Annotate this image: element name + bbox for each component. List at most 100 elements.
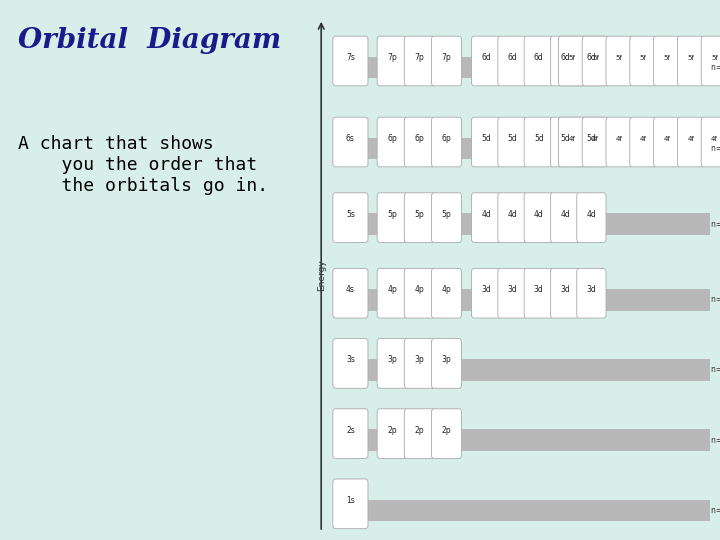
FancyBboxPatch shape <box>377 36 408 86</box>
FancyBboxPatch shape <box>431 193 462 242</box>
Text: 4d: 4d <box>534 210 544 219</box>
Text: 5f: 5f <box>711 55 718 60</box>
FancyBboxPatch shape <box>498 193 527 242</box>
FancyBboxPatch shape <box>333 193 368 242</box>
FancyBboxPatch shape <box>577 36 606 86</box>
FancyBboxPatch shape <box>551 193 580 242</box>
FancyBboxPatch shape <box>630 117 657 167</box>
Text: 4f: 4f <box>592 136 599 141</box>
FancyBboxPatch shape <box>654 36 680 86</box>
Bar <box>367 289 709 310</box>
Text: 5f: 5f <box>616 55 623 60</box>
FancyBboxPatch shape <box>524 36 554 86</box>
Text: 4f: 4f <box>688 136 694 141</box>
FancyBboxPatch shape <box>498 117 527 167</box>
FancyBboxPatch shape <box>551 36 580 86</box>
Bar <box>367 213 709 235</box>
Text: n= 7: n= 7 <box>711 63 720 72</box>
Text: 7p: 7p <box>387 53 397 62</box>
FancyBboxPatch shape <box>377 193 408 242</box>
FancyBboxPatch shape <box>678 36 704 86</box>
Text: 1s: 1s <box>346 496 355 505</box>
Text: 2p: 2p <box>441 426 451 435</box>
Text: 4f: 4f <box>640 136 647 141</box>
FancyBboxPatch shape <box>405 36 434 86</box>
FancyBboxPatch shape <box>333 268 368 318</box>
FancyBboxPatch shape <box>701 117 720 167</box>
FancyBboxPatch shape <box>524 268 554 318</box>
FancyBboxPatch shape <box>333 339 368 388</box>
Text: 5f: 5f <box>592 55 599 60</box>
Text: 5d: 5d <box>534 134 544 143</box>
Text: 5f: 5f <box>664 55 670 60</box>
Text: 6d: 6d <box>508 53 518 62</box>
Text: 4f: 4f <box>664 136 670 141</box>
Text: 4p: 4p <box>415 285 424 294</box>
Text: n= 1: n= 1 <box>711 506 720 515</box>
Text: 2p: 2p <box>415 426 424 435</box>
Text: 4f: 4f <box>568 136 575 141</box>
Text: 4p: 4p <box>441 285 451 294</box>
Text: 3p: 3p <box>441 355 451 364</box>
Text: 6s: 6s <box>346 134 355 143</box>
FancyBboxPatch shape <box>377 339 408 388</box>
FancyBboxPatch shape <box>524 193 554 242</box>
Bar <box>367 429 709 451</box>
Text: 4f: 4f <box>616 136 623 141</box>
Text: 7p: 7p <box>415 53 424 62</box>
Text: A chart that shows
    you the order that
    the orbitals go in.: A chart that shows you the order that th… <box>18 135 269 194</box>
FancyBboxPatch shape <box>431 117 462 167</box>
FancyBboxPatch shape <box>577 193 606 242</box>
FancyBboxPatch shape <box>333 479 368 529</box>
FancyBboxPatch shape <box>431 339 462 388</box>
FancyBboxPatch shape <box>498 36 527 86</box>
FancyBboxPatch shape <box>498 268 527 318</box>
Text: 4d: 4d <box>481 210 491 219</box>
Text: 5f: 5f <box>640 55 647 60</box>
Bar <box>367 57 709 78</box>
Text: 6d: 6d <box>587 53 596 62</box>
FancyBboxPatch shape <box>405 268 434 318</box>
Text: 4d: 4d <box>560 210 570 219</box>
Text: 3p: 3p <box>415 355 424 364</box>
Text: 5d: 5d <box>587 134 596 143</box>
FancyBboxPatch shape <box>606 117 633 167</box>
Text: 5f: 5f <box>568 55 575 60</box>
Text: 3d: 3d <box>587 285 596 294</box>
FancyBboxPatch shape <box>630 36 657 86</box>
Text: 6d: 6d <box>534 53 544 62</box>
Text: 3d: 3d <box>508 285 518 294</box>
Text: 7p: 7p <box>441 53 451 62</box>
FancyBboxPatch shape <box>472 117 501 167</box>
FancyBboxPatch shape <box>654 117 680 167</box>
Text: 4f: 4f <box>711 136 718 141</box>
FancyBboxPatch shape <box>472 193 501 242</box>
FancyBboxPatch shape <box>333 36 368 86</box>
FancyBboxPatch shape <box>377 117 408 167</box>
FancyBboxPatch shape <box>582 117 609 167</box>
FancyBboxPatch shape <box>405 409 434 458</box>
Text: 4d: 4d <box>508 210 518 219</box>
FancyBboxPatch shape <box>431 36 462 86</box>
FancyBboxPatch shape <box>377 409 408 458</box>
FancyBboxPatch shape <box>405 193 434 242</box>
FancyBboxPatch shape <box>551 268 580 318</box>
FancyBboxPatch shape <box>577 117 606 167</box>
FancyBboxPatch shape <box>333 409 368 458</box>
Text: 6d: 6d <box>560 53 570 62</box>
Text: 3d: 3d <box>534 285 544 294</box>
Text: 6p: 6p <box>441 134 451 143</box>
FancyBboxPatch shape <box>678 117 704 167</box>
Text: 5p: 5p <box>415 210 424 219</box>
Text: 5p: 5p <box>387 210 397 219</box>
Text: n= 6: n= 6 <box>711 144 720 153</box>
Text: 3s: 3s <box>346 355 355 364</box>
Bar <box>367 359 709 381</box>
Text: Orbital  Diagram: Orbital Diagram <box>18 27 282 54</box>
Text: 4p: 4p <box>387 285 397 294</box>
Bar <box>367 500 709 521</box>
FancyBboxPatch shape <box>431 409 462 458</box>
FancyBboxPatch shape <box>606 36 633 86</box>
Text: 4d: 4d <box>587 210 596 219</box>
Text: n= 2: n= 2 <box>711 436 720 444</box>
